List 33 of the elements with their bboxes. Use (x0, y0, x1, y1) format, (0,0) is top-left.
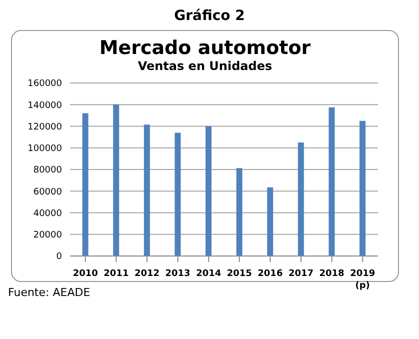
y-tick-label: 20000 (33, 230, 62, 241)
x-tick-label: 2013 (165, 269, 190, 279)
bar (267, 187, 274, 256)
bar (174, 132, 181, 256)
y-tick-label: 160000 (28, 79, 62, 90)
x-tick-label: 2010 (72, 269, 98, 279)
y-tick-label: 140000 (28, 100, 62, 111)
x-tick-label: 2011 (104, 269, 129, 279)
x-tick-label: 2015 (226, 269, 252, 279)
x-tick-label: 2018 (319, 269, 344, 279)
y-tick-label: 40000 (33, 208, 62, 219)
bar (360, 120, 366, 256)
y-tick-label: 100000 (28, 144, 62, 154)
bar (113, 104, 120, 256)
x-tick-label: 2019 (p) (350, 269, 376, 291)
x-tick-label: 2012 (134, 269, 160, 279)
bar (236, 168, 242, 256)
y-tick-label: 80000 (33, 166, 62, 176)
bar (298, 142, 304, 256)
x-tick-label: 2014 (196, 269, 222, 279)
chart-title: Mercado automotor (98, 37, 312, 59)
source-note: Fuente: AEADE (8, 286, 90, 299)
y-tick-label: 0 (56, 252, 62, 262)
text: Gráfico 2 (173, 8, 246, 26)
x-tick-label: 2017 (288, 269, 314, 279)
y-tick-label: 120000 (28, 122, 62, 132)
chart-subtitle: Ventas en Unidades (136, 59, 274, 73)
bar (82, 113, 88, 256)
x-tick-label: 2016 (258, 269, 283, 279)
bar (328, 107, 335, 256)
bar (144, 124, 150, 256)
y-tick-label: 60000 (33, 187, 62, 198)
bar (206, 126, 212, 256)
